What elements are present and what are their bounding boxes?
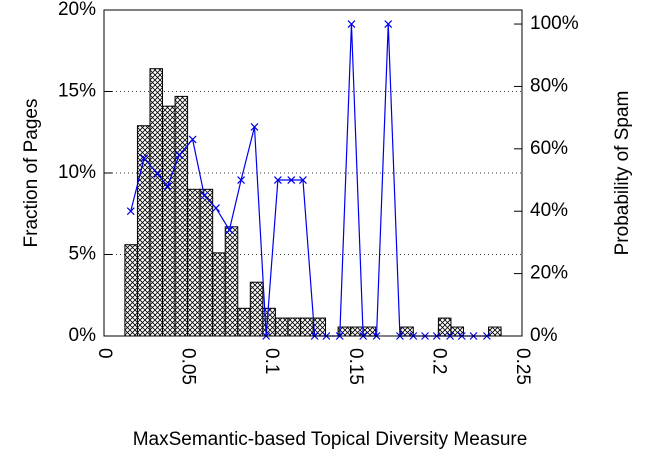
bar xyxy=(488,326,502,337)
bar xyxy=(212,252,226,337)
y-tick-label: 20% xyxy=(58,0,96,20)
point xyxy=(188,135,197,144)
point xyxy=(163,182,172,191)
point xyxy=(212,204,220,213)
y2-tick-label: 40% xyxy=(530,200,568,221)
bar xyxy=(224,226,239,337)
bar xyxy=(237,307,251,337)
point xyxy=(225,226,234,234)
bar xyxy=(274,317,289,337)
y2-tick-label: 100% xyxy=(530,13,579,34)
point xyxy=(384,20,393,28)
point xyxy=(140,154,149,163)
point xyxy=(299,176,307,184)
bar xyxy=(437,317,452,337)
point xyxy=(250,123,259,131)
bar xyxy=(124,244,138,337)
bar xyxy=(187,188,201,337)
point xyxy=(175,151,184,159)
y2-tick-label: 80% xyxy=(530,75,568,96)
point xyxy=(273,176,282,184)
point xyxy=(126,207,135,216)
bar xyxy=(174,95,189,337)
bar xyxy=(199,188,214,337)
x-tick-label: 0.1 xyxy=(261,348,282,374)
point xyxy=(200,191,209,200)
x-axis-label: MaxSemantic-based Topical Diversity Meas… xyxy=(133,429,528,450)
x-tick-label: 0.2 xyxy=(428,348,449,374)
bar xyxy=(450,326,464,337)
y2-tick-label: 20% xyxy=(530,263,568,284)
y2-tick-label: 60% xyxy=(530,138,568,159)
bar xyxy=(249,281,264,337)
y-tick-label: 15% xyxy=(58,81,96,102)
point xyxy=(347,20,356,28)
bar xyxy=(149,68,164,337)
x-tick-label: 0 xyxy=(94,348,115,359)
bar xyxy=(162,105,176,337)
y2-tick-label: 0% xyxy=(530,325,558,346)
y-tick-label: 10% xyxy=(58,162,96,183)
point xyxy=(237,176,246,184)
y-axis-label: Fraction of Pages xyxy=(21,99,42,248)
y-tick-label: 5% xyxy=(69,244,97,265)
bar xyxy=(299,317,314,337)
y2-axis-label: Probability of Spam xyxy=(612,91,633,256)
plot-frame xyxy=(103,9,523,337)
point xyxy=(287,176,296,184)
y-tick-label: 0% xyxy=(69,325,97,346)
bar xyxy=(287,317,301,337)
x-tick-label: 0.25 xyxy=(512,348,533,385)
x-tick-label: 0.15 xyxy=(345,348,366,385)
x-tick-label: 0.05 xyxy=(178,348,199,385)
point xyxy=(153,169,162,178)
